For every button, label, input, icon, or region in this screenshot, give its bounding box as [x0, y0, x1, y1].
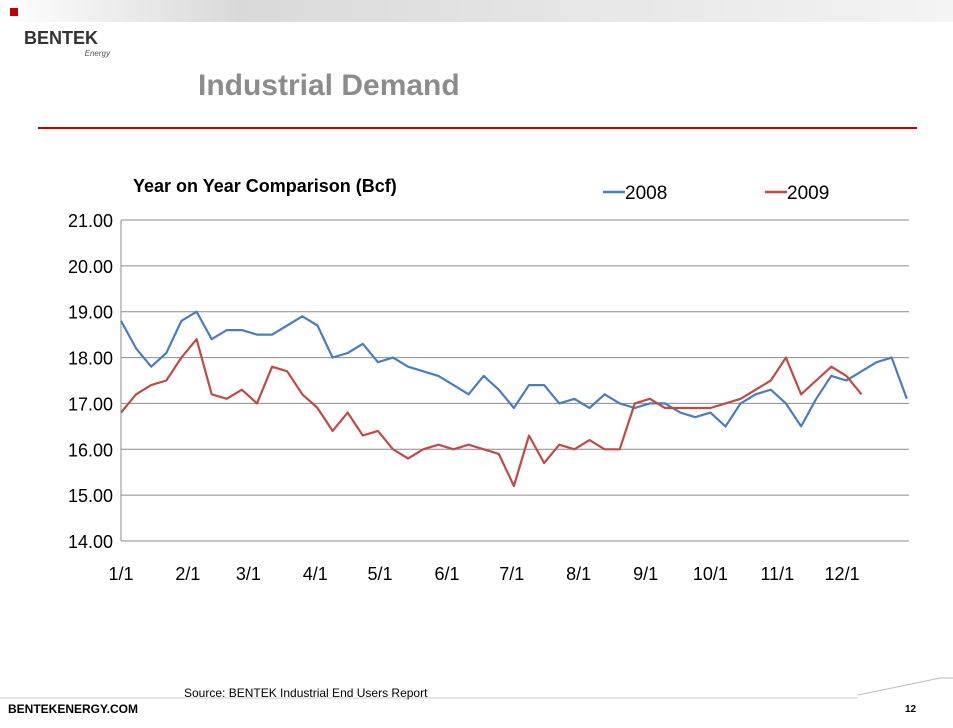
x-tick-label: 9/1 — [633, 564, 658, 584]
logo-mark — [10, 8, 18, 16]
y-tick-label: 16.00 — [68, 440, 113, 460]
x-tick-label: 2/1 — [175, 564, 200, 584]
brand: BENTEK — [24, 28, 98, 48]
slide-title: Industrial Demand — [198, 69, 460, 102]
header-band — [0, 0, 953, 22]
y-tick-label: 21.00 — [68, 211, 113, 231]
x-tick-label: 12/1 — [825, 564, 860, 584]
y-tick-label: 19.00 — [68, 303, 113, 323]
x-tick-label: 11/1 — [760, 564, 794, 584]
legend-label: 2008 — [625, 183, 667, 204]
source: Source: BENTEK Industrial End Users Repo… — [184, 686, 428, 700]
footer-site: BENTEKENERGY.COM — [8, 702, 138, 716]
y-tick-label: 17.00 — [68, 394, 113, 414]
x-tick-label: 4/1 — [303, 564, 328, 584]
x-tick-label: 1/1 — [108, 564, 133, 584]
x-tick-label: 6/1 — [434, 564, 459, 584]
x-tick-label: 3/1 — [236, 564, 261, 584]
x-tick-label: 10/1 — [693, 564, 728, 584]
y-tick-label: 15.00 — [68, 486, 113, 506]
plot: 14.00 15.00 16.00 17.00 18.00 19.00 20.00 21.00… — [68, 183, 909, 584]
page-number: 12 — [905, 704, 917, 715]
y-tick-label: 14.00 — [68, 532, 113, 552]
x-tick-label: 5/1 — [368, 564, 393, 584]
legend-label: 2009 — [787, 183, 829, 204]
series-line — [120, 338, 863, 488]
chart-title: Year on Year Comparison (Bcf) — [133, 176, 397, 196]
footer-curve — [857, 677, 953, 696]
y-tick-label: 18.00 — [68, 349, 113, 369]
series-line — [120, 310, 908, 428]
x-tick-label: 8/1 — [566, 564, 591, 584]
x-tick-label: 7/1 — [499, 564, 524, 584]
y-tick-label: 20.00 — [68, 257, 113, 277]
brand-sub: Energy — [85, 49, 111, 58]
